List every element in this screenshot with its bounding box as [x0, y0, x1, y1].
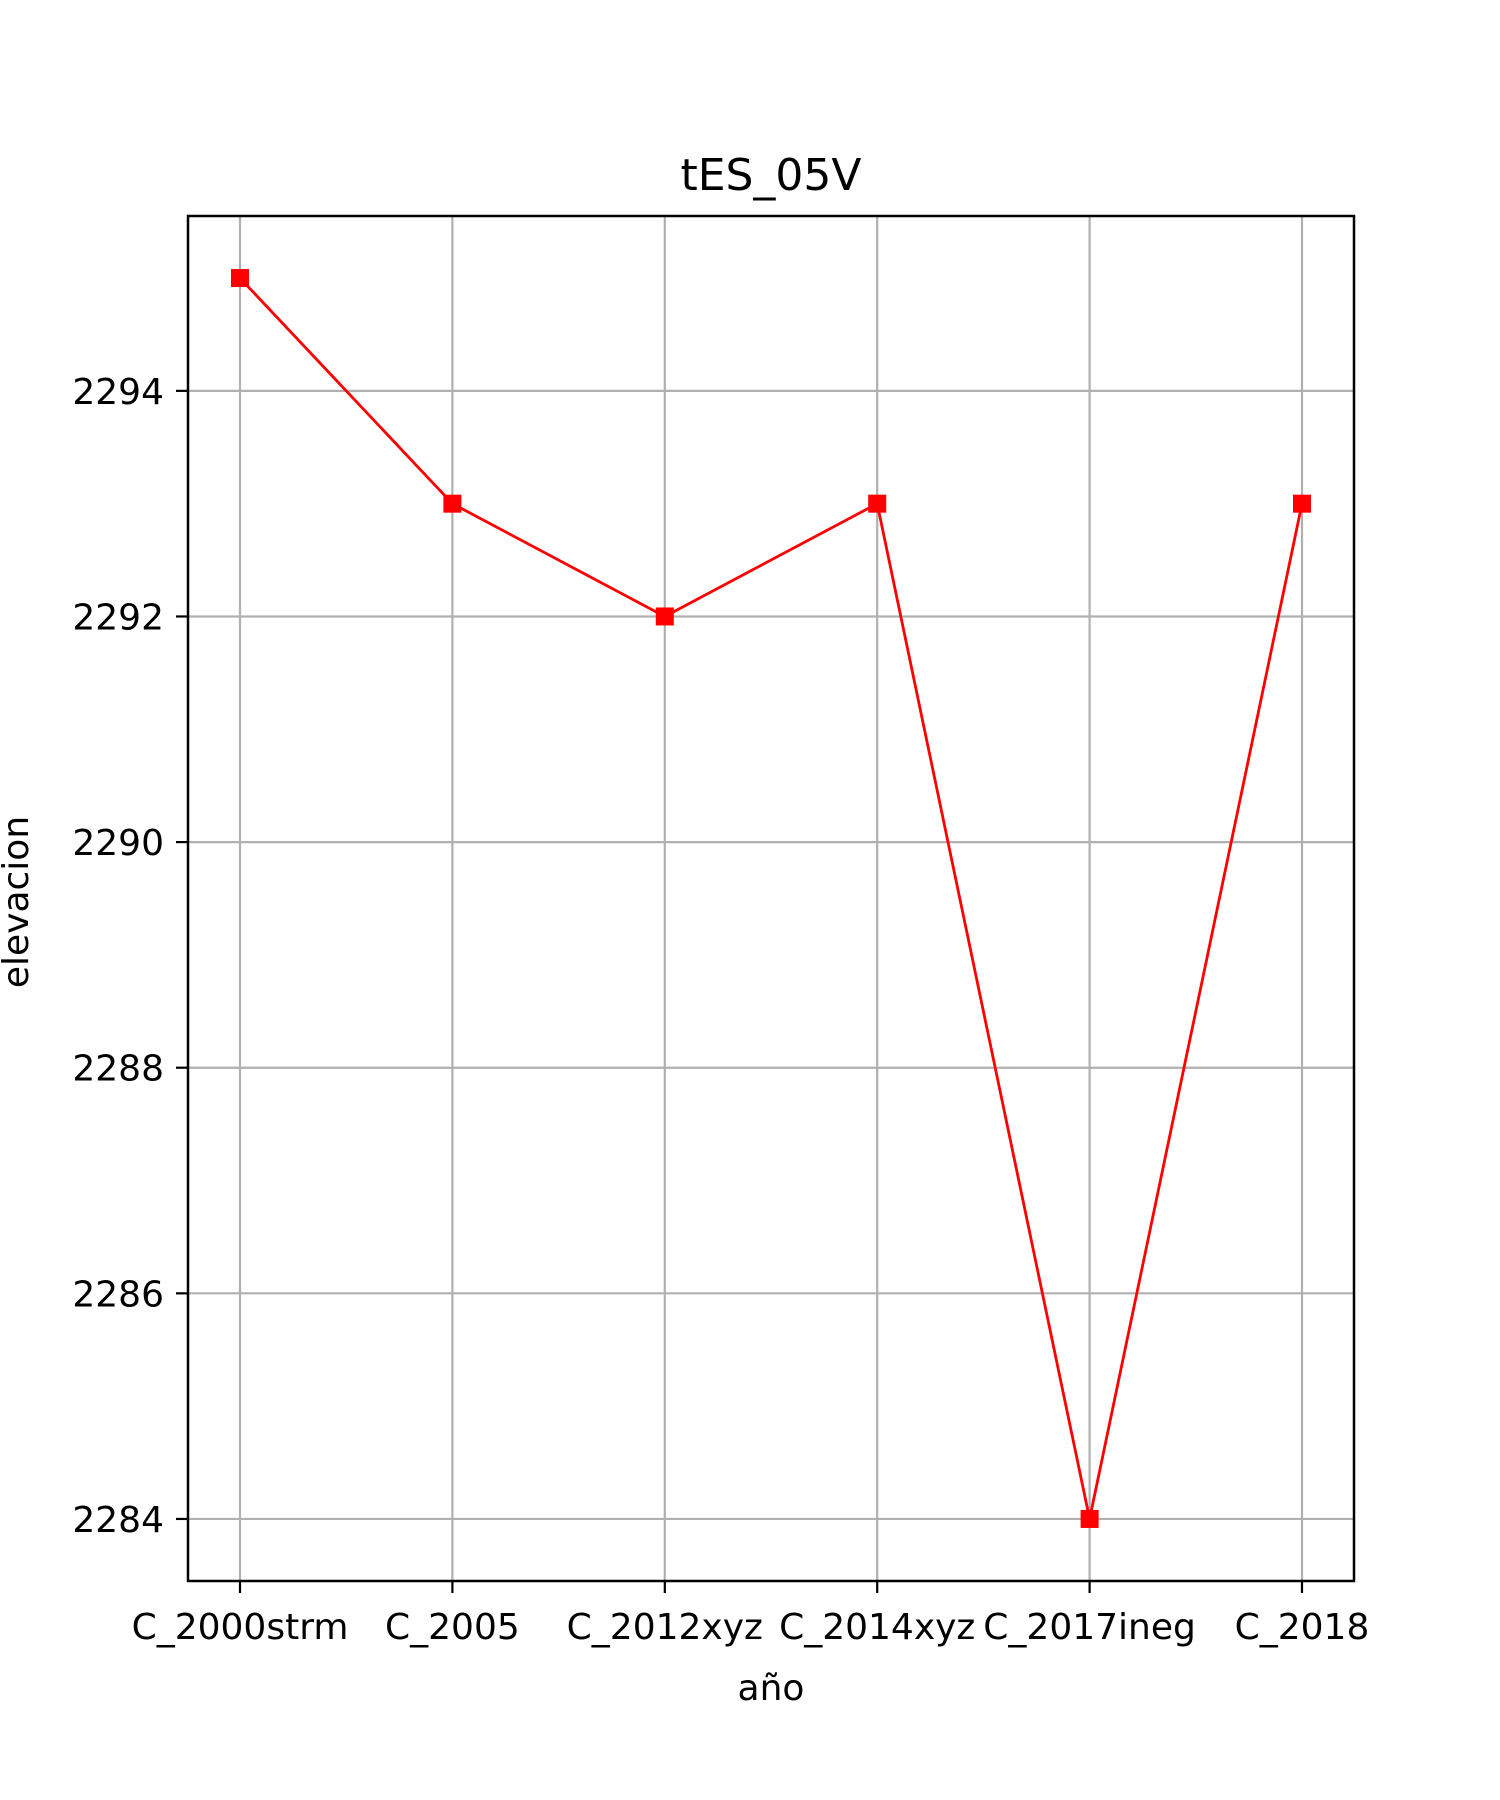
- x-axis: C_2000strm C_2005 C_2012xyz C_2014xyz C_2017…: [132, 1581, 1370, 1648]
- chart-title: tES_05V: [680, 150, 861, 201]
- data-point-marker: [443, 494, 462, 513]
- data-point-marker: [1080, 1509, 1099, 1528]
- x-tick-label: C_2018: [1235, 1607, 1370, 1648]
- grid-lines: [188, 216, 1354, 1581]
- y-tick-label: 2286: [72, 1274, 164, 1315]
- y-tick-label: 2292: [72, 597, 164, 638]
- plot-frame: [186, 214, 1356, 1583]
- y-tick-label: 2290: [72, 823, 164, 864]
- y-axis: 2284 2286 2288 2290 2292 2294: [72, 372, 188, 1541]
- x-tick-label: C_2005: [385, 1607, 520, 1648]
- x-tick-label: C_2012xyz: [567, 1607, 763, 1648]
- data-point-marker: [1293, 494, 1311, 513]
- y-axis-label: elevacion: [0, 816, 37, 988]
- y-tick-label: 2288: [72, 1049, 164, 1090]
- x-tick-label: C_2000strm: [132, 1607, 349, 1648]
- data-point-marker: [868, 494, 887, 513]
- y-tick-label: 2284: [72, 1500, 164, 1541]
- x-tick-label: C_2014xyz: [779, 1607, 975, 1648]
- x-tick-label: C_2017ineg: [983, 1607, 1196, 1648]
- series-layer: [231, 269, 1311, 1528]
- data-point-marker: [231, 269, 249, 288]
- y-tick-label: 2294: [72, 372, 164, 413]
- data-point-marker: [655, 607, 674, 626]
- x-axis-label: año: [738, 1668, 805, 1709]
- series-line: [238, 277, 1304, 1521]
